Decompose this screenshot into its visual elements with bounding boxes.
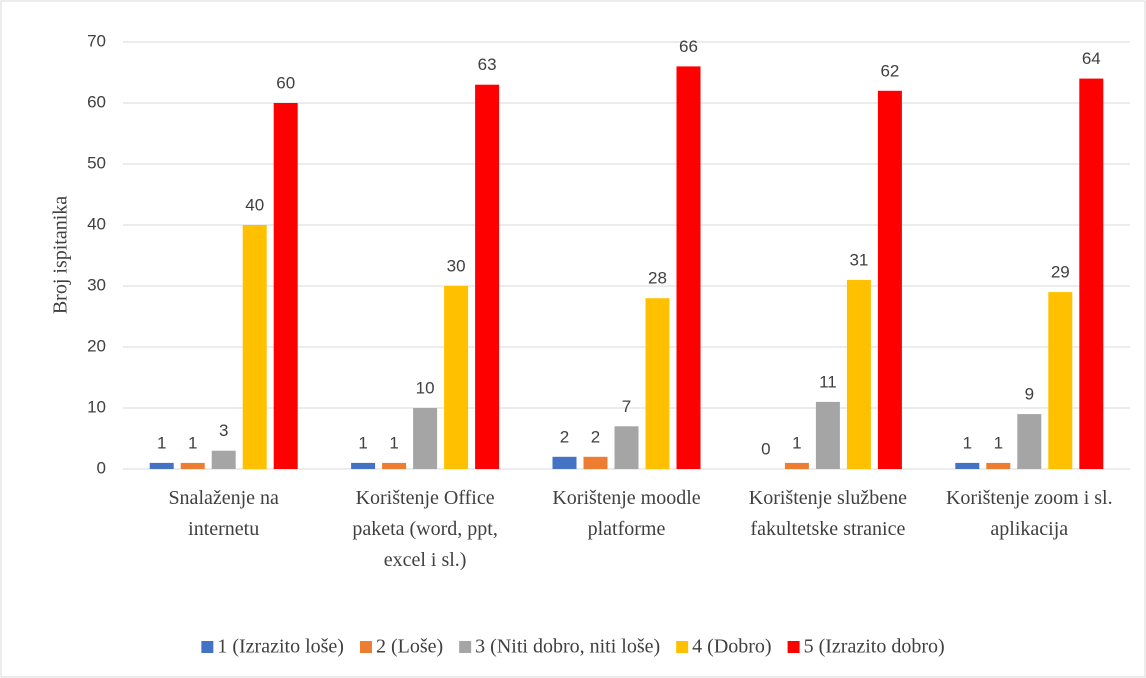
value-label: 40	[245, 195, 264, 214]
value-label: 1	[792, 433, 801, 452]
y-tick-label: 60	[87, 92, 106, 111]
value-label: 66	[679, 37, 698, 56]
y-tick-label: 0	[97, 458, 106, 477]
bar	[614, 426, 639, 469]
value-label: 28	[648, 269, 667, 288]
legend-swatch	[359, 641, 372, 653]
value-label: 64	[1082, 49, 1101, 68]
bar	[1017, 414, 1042, 469]
bar	[645, 298, 670, 469]
value-label: 1	[358, 433, 367, 452]
bar	[475, 84, 500, 469]
bar	[877, 90, 902, 470]
legend-swatch	[676, 641, 689, 653]
bar	[784, 462, 809, 469]
legend-label: 2 (Loše)	[376, 636, 443, 658]
value-label: 62	[880, 61, 899, 80]
value-label: 29	[1051, 263, 1070, 282]
value-label: 31	[849, 250, 868, 269]
bar	[149, 462, 174, 469]
value-label: 1	[188, 433, 197, 452]
bar	[1048, 292, 1073, 469]
value-label: 1	[963, 433, 972, 452]
value-label: 1	[157, 433, 166, 452]
y-tick-label: 70	[87, 31, 106, 50]
x-tick-label: Snalaženje na internetu	[168, 487, 279, 540]
value-label: 60	[276, 73, 295, 92]
legend-label: 1 (Izrazito loše)	[217, 636, 344, 658]
y-tick-label: 20	[87, 336, 106, 355]
bar	[382, 462, 407, 469]
value-label: 3	[219, 421, 228, 440]
legend-label: 5 (Izrazito dobro)	[804, 636, 945, 658]
value-label: 7	[622, 397, 631, 416]
bar	[846, 279, 871, 469]
x-tick-label: Korištenje Office paketa (word, ppt, excel…	[352, 487, 498, 571]
legend-swatch	[201, 641, 214, 653]
x-tick-label: Korištenje službene fakultetske stranice	[749, 487, 907, 540]
bar	[180, 462, 205, 469]
bar	[986, 462, 1011, 469]
y-tick-label: 40	[87, 214, 106, 233]
legend-label: 4 (Dobro)	[692, 636, 771, 658]
bar	[676, 66, 701, 470]
bar	[413, 408, 438, 469]
bar	[815, 401, 840, 469]
value-label: 10	[416, 378, 435, 397]
value-label: 2	[560, 427, 569, 446]
bar	[242, 225, 267, 469]
value-label: 0	[761, 439, 770, 458]
bar	[955, 462, 980, 469]
bar	[583, 456, 608, 469]
y-tick-label: 30	[87, 275, 106, 294]
x-tick-label: Korištenje zoom i sl. aplikacija	[946, 487, 1113, 540]
y-axis-label: Broj ispitanika	[50, 196, 72, 314]
bar	[211, 450, 236, 469]
bar	[444, 286, 469, 469]
value-label: 1	[994, 433, 1003, 452]
value-label: 63	[478, 55, 497, 74]
legend-swatch	[459, 641, 472, 653]
bar	[552, 456, 577, 469]
x-tick-label: Korištenje moodle platforme	[552, 487, 700, 540]
bar	[273, 103, 298, 469]
value-label: 11	[819, 372, 837, 391]
value-label: 9	[1025, 385, 1034, 404]
value-label: 2	[591, 427, 600, 446]
y-tick-label: 50	[87, 153, 106, 172]
bar	[351, 462, 376, 469]
value-label: 30	[447, 256, 466, 275]
legend-swatch	[787, 641, 800, 653]
legend-label: 3 (Niti dobro, niti loše)	[475, 636, 660, 658]
bar	[1079, 78, 1104, 469]
y-tick-label: 10	[87, 397, 106, 416]
value-label: 1	[389, 433, 398, 452]
